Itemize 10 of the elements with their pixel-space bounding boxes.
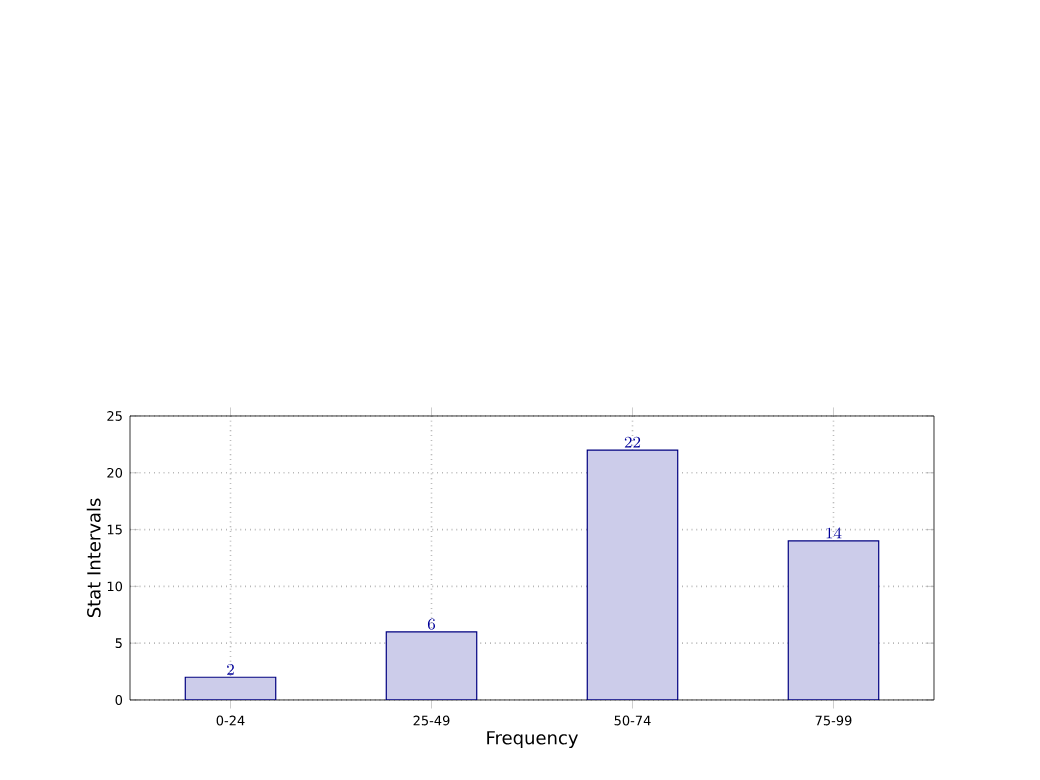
data-label: 2 <box>227 664 234 675</box>
y-axis-title: Stat Intervals <box>86 498 101 618</box>
data-label: 22 <box>624 436 641 448</box>
bar <box>385 631 478 700</box>
data-label: 14 <box>826 527 842 539</box>
data-label: 6 <box>427 618 436 630</box>
bar <box>787 540 880 700</box>
x-axis-title: Frequency <box>487 731 578 748</box>
bar <box>185 677 276 700</box>
bar <box>586 449 679 700</box>
